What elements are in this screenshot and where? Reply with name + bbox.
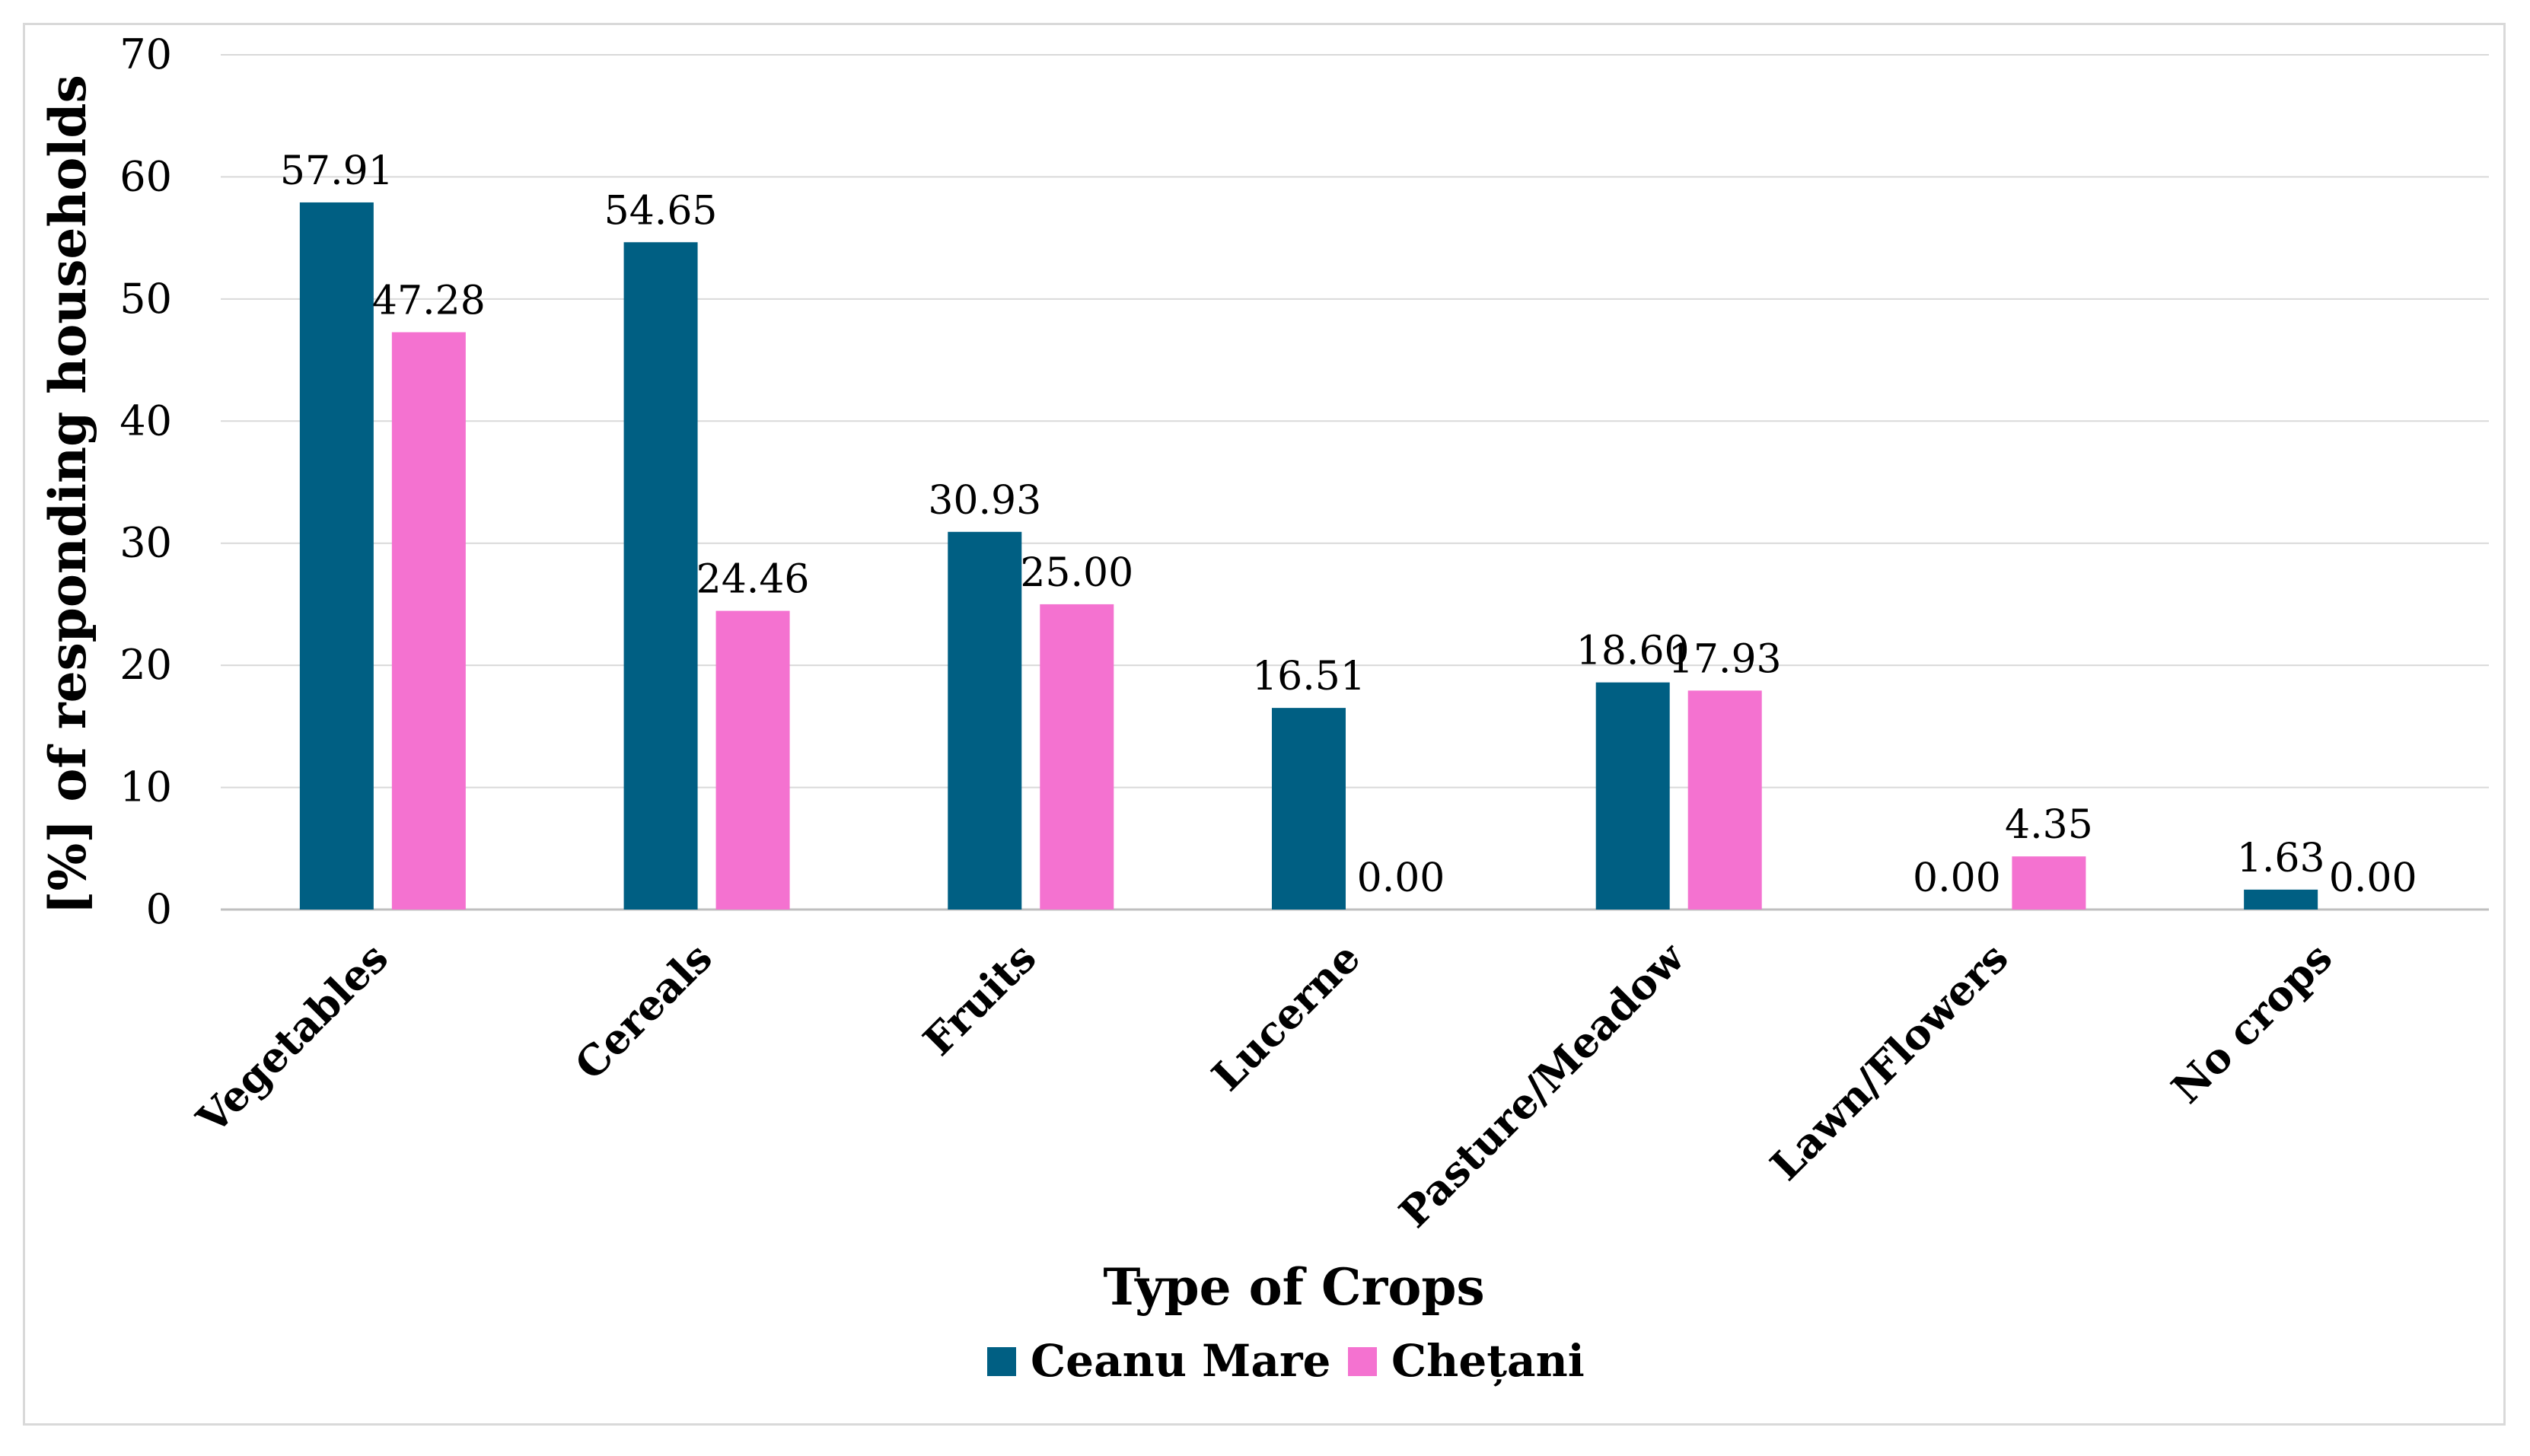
bar-ceanu-mare [2244, 889, 2318, 910]
bar-ceanu-mare [299, 202, 374, 910]
bar-ceanu-mare [948, 531, 1022, 910]
x-category-label: Pasture/Meadow [1390, 932, 1694, 1237]
x-category-label: Cereals [566, 933, 722, 1089]
y-axis-title: [%] of responding households [38, 75, 97, 914]
legend-swatch-ceanu-mare [987, 1347, 1016, 1376]
bar-ceanu-mare [1595, 682, 1670, 910]
data-label: 0.00 [2329, 855, 2417, 901]
data-label: 16.51 [1252, 654, 1365, 699]
legend-label-chetani: Chețani [1391, 1335, 1585, 1387]
data-label: 47.28 [372, 278, 486, 323]
y-tick-label: 30 [119, 519, 172, 567]
data-label: 4.35 [2005, 802, 2093, 848]
x-axis-title: Type of Crops [1103, 1257, 1484, 1317]
data-labels: 57.9147.2854.6524.4630.9325.0016.510.001… [280, 148, 2417, 901]
y-tick-label: 50 [119, 275, 172, 323]
y-tick-label: 60 [119, 152, 172, 200]
x-category-label: Lawn/Flowers [1760, 933, 2017, 1190]
data-label: 0.00 [1357, 855, 1445, 901]
y-tick-label: 10 [119, 763, 172, 811]
bar-chetani [1040, 604, 1114, 910]
y-tick-label: 70 [119, 30, 172, 78]
x-category-label: No crops [2162, 933, 2341, 1113]
data-label: 30.93 [928, 478, 1041, 524]
y-tick-label: 0 [146, 885, 172, 933]
data-label: 1.63 [2237, 836, 2325, 881]
y-tick-label: 20 [119, 641, 172, 689]
bar-ceanu-mare [1272, 708, 1346, 910]
bars [299, 202, 2318, 910]
data-label: 25.00 [1020, 550, 1133, 596]
x-category-label: Fruits [913, 933, 1045, 1065]
gridlines [221, 54, 2489, 911]
legend: Ceanu Mare Chețani [987, 1335, 1585, 1387]
legend-swatch-chetani [1348, 1347, 1377, 1376]
legend-label-ceanu-mare: Ceanu Mare [1031, 1335, 1330, 1387]
data-label: 24.46 [696, 557, 810, 603]
x-category-label: Lucerne [1203, 933, 1370, 1101]
data-label: 17.93 [1668, 636, 1782, 682]
data-label: 57.91 [280, 148, 394, 194]
bar-chetani [2012, 856, 2086, 910]
x-axis-categories: Vegetables Cereals Fruits Lucerne Pasture/Me… [186, 932, 2341, 1237]
data-label: 54.65 [604, 188, 718, 234]
bar-chetani [715, 610, 790, 910]
bar-chetani [1687, 690, 1762, 910]
x-category-label: Vegetables [186, 933, 397, 1144]
y-tick-label: 40 [119, 397, 172, 444]
data-label: 0.00 [1913, 855, 2001, 901]
bar-chetani [391, 332, 466, 910]
bar-ceanu-mare [623, 242, 698, 910]
y-axis-ticks: 0 10 20 30 40 50 60 70 [119, 30, 172, 933]
data-label: 18.60 [1576, 629, 1690, 674]
